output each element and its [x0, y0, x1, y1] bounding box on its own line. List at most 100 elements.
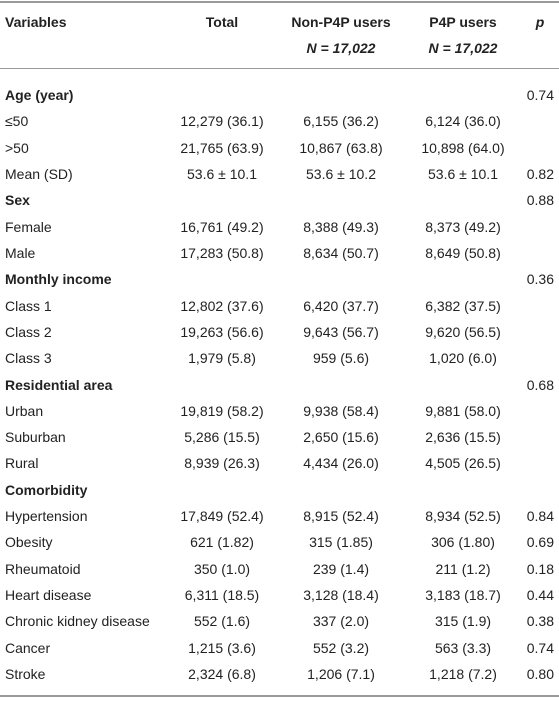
row-label: >50 [5, 139, 29, 156]
cell-value: 8,373 (49.2) [425, 218, 501, 235]
cell-value: 9,620 (56.5) [425, 323, 501, 340]
cell-value: 4,434 (26.0) [303, 455, 379, 472]
cell-value: 12,802 (37.6) [180, 297, 264, 314]
cell-value: 10,867 (63.8) [299, 139, 383, 156]
row-label: Class 1 [5, 297, 52, 314]
cell-value: 6,155 (36.2) [303, 113, 379, 130]
cell-value: 9,881 (58.0) [425, 402, 501, 419]
cell-value: 16,761 (49.2) [180, 218, 264, 235]
cell-value: 239 (1.4) [312, 560, 370, 577]
cell-value: 3,128 (18.4) [303, 587, 379, 604]
cell-value: 17,849 (52.4) [180, 508, 264, 525]
cell-value: 4,505 (26.5) [425, 455, 501, 472]
section-label: Sex [5, 192, 30, 209]
row-label: Mean (SD) [5, 165, 73, 182]
section-label: Monthly income [5, 271, 112, 288]
p-value: 0.74 [526, 87, 554, 103]
cell-value: 563 (3.3) [434, 639, 492, 656]
cell-value: 8,634 (50.7) [303, 244, 379, 261]
cell-value: 12,279 (36.1) [180, 113, 264, 130]
cell-value: 315 (1.85) [309, 534, 373, 551]
row-label: Suburban [5, 429, 66, 446]
row-label: Class 3 [5, 350, 52, 367]
column-header: p [535, 14, 545, 30]
section-label: Comorbidity [5, 481, 88, 498]
cell-value: 53.6 ± 10.1 [428, 165, 498, 182]
p-value: 0.74 [526, 639, 554, 656]
row-label: Male [5, 244, 36, 261]
cell-value: 8,388 (49.3) [303, 218, 379, 235]
cell-value: 8,649 (50.8) [425, 244, 501, 261]
row-label: Cancer [5, 639, 51, 656]
row-label: Rural [5, 455, 39, 472]
cell-value: 10,898 (64.0) [421, 139, 505, 156]
cell-value: 959 (5.6) [312, 350, 370, 367]
top-rule [0, 1, 559, 3]
cell-value: 3,183 (18.7) [425, 587, 501, 604]
row-label: Rheumatoid [5, 560, 81, 577]
p-value: 0.44 [526, 587, 554, 604]
p-value: 0.36 [526, 271, 554, 288]
cell-value: 6,311 (18.5) [184, 587, 260, 604]
p-value: 0.38 [526, 613, 554, 630]
p-value: 0.88 [526, 192, 554, 209]
column-header: Variables [5, 14, 67, 30]
row-label: Hypertension [5, 508, 88, 525]
row-label: Class 2 [5, 323, 52, 340]
cell-value: 53.6 ± 10.2 [306, 165, 376, 182]
cell-value: 552 (3.2) [312, 639, 370, 656]
cell-value: 2,650 (15.6) [303, 429, 379, 446]
cell-value: 53.6 ± 10.1 [187, 165, 257, 182]
column-subheader: N = 17,022 [306, 40, 376, 56]
cell-value: 1,020 (6.0) [429, 350, 497, 367]
cell-value: 6,420 (37.7) [303, 297, 379, 314]
cell-value: 621 (1.82) [190, 534, 254, 551]
p-value: 0.68 [526, 376, 554, 393]
p-value: 0.18 [526, 560, 554, 577]
row-label: Urban [5, 402, 44, 419]
cell-value: 2,324 (6.8) [188, 666, 256, 682]
row-label: Heart disease [5, 587, 92, 604]
cell-value: 17,283 (50.8) [180, 244, 264, 261]
cell-value: 9,643 (56.7) [303, 323, 379, 340]
cell-value: 21,765 (63.9) [180, 139, 264, 156]
row-label: ≤50 [5, 113, 29, 130]
cell-value: 1,206 (7.1) [307, 666, 375, 682]
cell-value: 5,286 (15.5) [184, 429, 260, 446]
row-label: Female [5, 218, 52, 235]
cell-value: 8,939 (26.3) [184, 455, 260, 472]
cell-value: 211 (1.2) [435, 560, 491, 577]
row-label: Chronic kidney disease [5, 613, 150, 630]
cell-value: 552 (1.6) [193, 613, 251, 630]
cell-value: 337 (2.0) [312, 613, 370, 630]
cell-value: 8,934 (52.5) [425, 508, 501, 525]
cell-value: 1,979 (5.8) [188, 350, 256, 367]
row-label: Obesity [5, 534, 53, 551]
header-rule [0, 68, 559, 69]
p-value: 0.80 [526, 666, 554, 682]
cell-value: 306 (1.80) [431, 534, 495, 551]
bottom-rule [0, 695, 559, 697]
p-value: 0.82 [526, 165, 554, 182]
p-value: 0.69 [526, 534, 554, 551]
section-label: Residential area [5, 376, 113, 393]
cell-value: 19,263 (56.6) [180, 323, 264, 340]
cell-value: 1,215 (3.6) [188, 639, 256, 656]
column-header: P4P users [429, 14, 497, 30]
cell-value: 19,819 (58.2) [180, 402, 264, 419]
cell-value: 1,218 (7.2) [429, 666, 497, 682]
row-label: Stroke [5, 666, 46, 682]
cell-value: 350 (1.0) [193, 560, 251, 577]
cell-value: 315 (1.9) [434, 613, 492, 630]
column-header: Total [205, 14, 239, 30]
section-label: Age (year) [5, 87, 74, 103]
column-header: Non-P4P users [291, 14, 391, 30]
cell-value: 9,938 (58.4) [303, 402, 379, 419]
cell-value: 6,124 (36.0) [425, 113, 501, 130]
p-value: 0.84 [526, 508, 554, 525]
column-subheader: N = 17,022 [428, 40, 498, 56]
cell-value: 2,636 (15.5) [425, 429, 501, 446]
cell-value: 6,382 (37.5) [425, 297, 501, 314]
cell-value: 8,915 (52.4) [303, 508, 379, 525]
